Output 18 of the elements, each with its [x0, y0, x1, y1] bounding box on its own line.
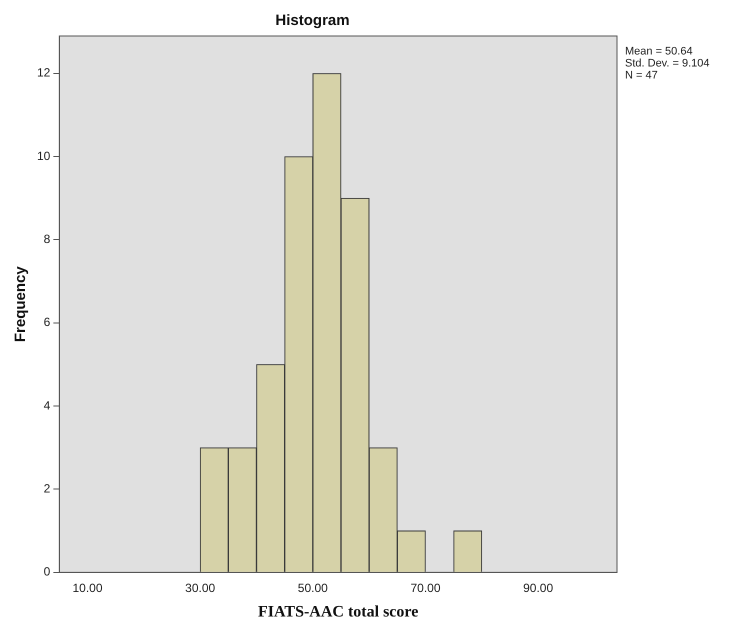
x-tick-label: 50.00: [298, 580, 328, 595]
y-tick-label: 8: [44, 232, 51, 246]
x-tick-label: 70.00: [410, 580, 441, 595]
text: Mean = 50.64: [625, 46, 693, 58]
y-tick-label: 10: [36, 148, 51, 163]
text: Std. Dev. = 9.104: [625, 58, 710, 70]
text: N = 47: [625, 70, 658, 82]
x-axis-title: FIATS-AAC total score: [258, 604, 418, 621]
chart-title: Histogram: [275, 12, 350, 30]
y-tick-label: 2: [44, 482, 51, 496]
y-tick-label: 12: [36, 66, 51, 80]
x-tick-label: 90.00: [523, 580, 554, 595]
y-axis-title: Frequency: [12, 266, 30, 342]
y-tick-label: 4: [44, 398, 51, 412]
x-tick-label: 30.00: [185, 580, 216, 595]
y-tick-label: 6: [44, 315, 51, 330]
y-tick-label: 0: [44, 564, 51, 579]
x-tick-label: 10.00: [72, 580, 103, 595]
